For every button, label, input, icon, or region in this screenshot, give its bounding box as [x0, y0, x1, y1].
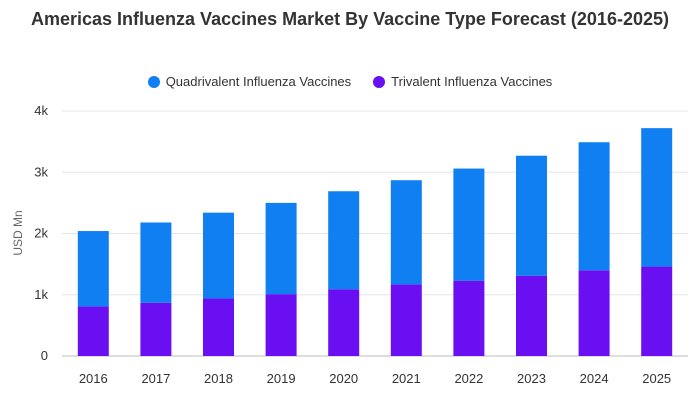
y-tick-label: 3k — [34, 164, 48, 179]
bar-2022-series-0[interactable] — [453, 280, 485, 356]
bar-2022-series-1[interactable] — [453, 168, 485, 281]
y-tick-label: 2k — [34, 226, 48, 241]
bar-2016-series-1[interactable] — [77, 231, 109, 307]
legend-label: Quadrivalent Influenza Vaccines — [165, 74, 352, 89]
bar-2018-series-1[interactable] — [203, 212, 234, 299]
bar-2019-series-1[interactable] — [265, 202, 297, 295]
x-tick-label: 2016 — [79, 371, 108, 386]
legend-swatch — [147, 75, 160, 88]
bars — [77, 128, 673, 356]
y-tick-label: 4k — [34, 103, 48, 118]
chart-legend: Quadrivalent Influenza Vaccines Trivalent… — [0, 74, 700, 89]
bar-2020-series-0[interactable] — [328, 289, 360, 356]
x-tick-label: 2023 — [517, 371, 546, 386]
bar-2018-series-0[interactable] — [203, 298, 234, 356]
bar-2019-series-0[interactable] — [265, 294, 297, 356]
x-tick-label: 2024 — [580, 371, 609, 386]
bar-2017-series-0[interactable] — [140, 302, 172, 356]
legend-swatch — [373, 75, 386, 88]
x-tick-label: 2021 — [392, 371, 421, 386]
x-axis-ticks: 2016 2017 2018 2019 2020 2021 2022 2023 2024 2025 — [79, 371, 671, 386]
bar-2017-series-1[interactable] — [140, 222, 172, 303]
y-axis-ticks: 0 1k 2k 3k 4k — [34, 103, 48, 363]
y-tick-label: 1k — [34, 287, 48, 302]
bar-2025-series-0[interactable] — [641, 266, 673, 356]
chart-title: Americas Influenza Vaccines Market By Va… — [31, 9, 669, 29]
y-axis-title: USD Mn — [11, 210, 25, 255]
bar-2024-series-0[interactable] — [578, 270, 610, 356]
bar-2020-series-1[interactable] — [328, 191, 360, 290]
bar-2025-series-1[interactable] — [641, 128, 673, 267]
x-tick-label: 2022 — [454, 371, 483, 386]
bar-2021-series-1[interactable] — [390, 180, 422, 285]
legend-item-1[interactable]: Trivalent Influenza Vaccines — [373, 74, 552, 89]
legend-item-0[interactable]: Quadrivalent Influenza Vaccines — [147, 74, 352, 89]
x-tick-label: 2018 — [204, 371, 233, 386]
bar-2016-series-0[interactable] — [77, 306, 109, 356]
bar-2024-series-1[interactable] — [578, 142, 610, 271]
bar-2023-series-1[interactable] — [516, 155, 547, 276]
bar-2021-series-0[interactable] — [390, 284, 422, 356]
y-tick-label: 0 — [41, 348, 48, 363]
x-tick-label: 2020 — [329, 371, 358, 386]
x-tick-label: 2019 — [267, 371, 296, 386]
x-tick-label: 2025 — [642, 371, 671, 386]
x-tick-label: 2017 — [141, 371, 170, 386]
legend-label: Trivalent Influenza Vaccines — [391, 74, 553, 89]
bar-2023-series-0[interactable] — [516, 275, 547, 356]
